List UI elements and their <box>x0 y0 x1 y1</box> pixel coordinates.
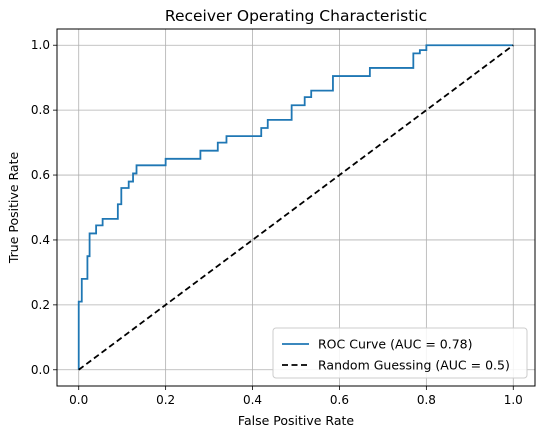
y-tick-label: 0.2 <box>31 298 50 312</box>
x-tick-label: 1.0 <box>504 393 523 407</box>
legend-box <box>272 327 528 379</box>
y-axis-label: True Positive Rate <box>6 152 21 265</box>
y-tick-label: 1.0 <box>31 38 50 52</box>
chart-title: Receiver Operating Characteristic <box>165 7 427 25</box>
ticks: 0.0 0.2 0.4 0.6 0.8 1.0 0.0 0.2 0.4 0.6 0.8 1.0 <box>31 38 523 407</box>
y-tick-label: 0.6 <box>31 168 50 182</box>
y-tick-label: 0.0 <box>31 363 50 377</box>
random-guessing-line <box>78 44 514 371</box>
x-tick-label: 0.8 <box>417 393 436 407</box>
legend: ROC Curve (AUC = 0.78) Random Guessing (A… <box>272 327 528 379</box>
legend-label: ROC Curve (AUC = 0.78) <box>318 337 473 352</box>
x-tick-label: 0.4 <box>243 393 262 407</box>
roc-curve-line <box>77 44 514 370</box>
x-tick-label: 0.2 <box>156 393 175 407</box>
y-tick-label: 0.8 <box>31 103 50 117</box>
plot-frame <box>56 28 536 387</box>
x-tick-label: 0.6 <box>330 393 349 407</box>
legend-label: Random Guessing (AUC = 0.5) <box>318 358 510 373</box>
x-tick-label: 0.0 <box>69 393 88 407</box>
series-layer <box>77 44 514 371</box>
grid <box>57 29 535 386</box>
y-tick-label: 0.4 <box>31 233 50 247</box>
x-axis-label: False Positive Rate <box>238 413 354 428</box>
